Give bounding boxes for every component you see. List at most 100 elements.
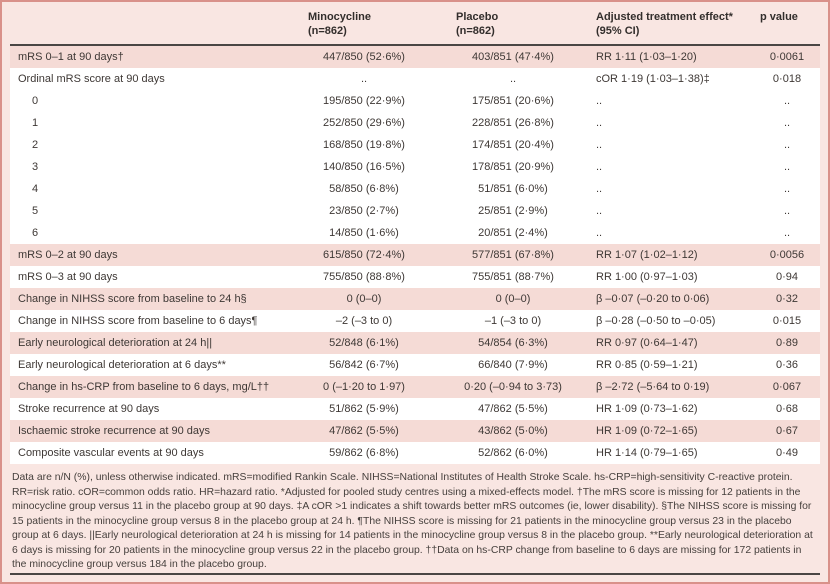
cell-effect: β –0·28 (–0·50 to –0·05) [596, 315, 716, 327]
cell-minocycline: 615/850 (72·4%) [323, 249, 405, 261]
cell-effect: .. [596, 139, 603, 151]
cell-minocycline: 52/848 (6·1%) [329, 337, 399, 349]
header-minocycline-line2: (n=862) [308, 25, 347, 37]
header-rule [10, 44, 820, 46]
cell-effect: .. [596, 117, 603, 129]
cell-p: 0·89 [775, 337, 799, 349]
cell-label: mRS 0–1 at 90 days† [18, 51, 124, 63]
cell-placebo: 47/862 (5·5%) [478, 403, 548, 415]
cell-placebo: .. [509, 73, 517, 85]
cell-label: Early neurological deterioration at 24 h… [18, 337, 213, 349]
cell-minocycline: 195/850 (22·9%) [323, 95, 405, 107]
cell-effect: RR 1·07 (1·02–1·12) [596, 249, 698, 261]
cell-label: 1 [32, 117, 39, 129]
cell-p: 0·32 [775, 293, 799, 305]
header-placebo-line1: Placebo [456, 11, 499, 23]
table-row: Change in NIHSS score from baseline to 6… [10, 310, 820, 332]
cell-placebo: 174/851 (20·4%) [472, 139, 554, 151]
cell-minocycline: 59/862 (6·8%) [329, 447, 399, 459]
cell-p: 0·0056 [769, 249, 805, 261]
cell-minocycline: 755/850 (88·8%) [323, 271, 405, 283]
cell-p: 0·67 [775, 425, 799, 437]
header-minocycline-line1: Minocycline [308, 11, 371, 23]
cell-label: 4 [32, 183, 39, 195]
cell-placebo: 577/851 (67·8%) [472, 249, 554, 261]
cell-label: 6 [32, 227, 39, 239]
cell-placebo: –1 (–3 to 0) [484, 315, 542, 327]
cell-minocycline: 56/842 (6·7%) [329, 359, 399, 371]
cell-label: Ischaemic stroke recurrence at 90 days [18, 425, 210, 437]
cell-p: .. [783, 161, 791, 173]
cell-p: .. [783, 139, 791, 151]
cell-p: .. [783, 95, 791, 107]
header-empty [10, 10, 290, 38]
cell-minocycline: 0 (0–0) [346, 293, 382, 305]
cell-p: 0·94 [775, 271, 799, 283]
header-effect-line1: Adjusted treatment effect* [596, 11, 733, 23]
cell-effect: RR 0·97 (0·64–1·47) [596, 337, 698, 349]
header-effect: Adjusted treatment effect* (95% CI) [588, 10, 754, 38]
cell-label: 5 [32, 205, 39, 217]
cell-minocycline: 51/862 (5·9%) [329, 403, 399, 415]
cell-placebo: 755/851 (88·7%) [472, 271, 554, 283]
cell-p: .. [783, 117, 791, 129]
cell-effect: HR 1·14 (0·79–1·65) [596, 447, 698, 459]
cell-minocycline: 252/850 (29·6%) [323, 117, 405, 129]
header-placebo: Placebo (n=862) [438, 10, 588, 38]
table-row: Ischaemic stroke recurrence at 90 days 47… [10, 420, 820, 442]
cell-placebo: 403/851 (47·4%) [472, 51, 554, 63]
table-row: Composite vascular events at 90 days 59/8… [10, 442, 820, 464]
table-row: 3 140/850 (16·5%) 178/851 (20·9%).... [10, 156, 820, 178]
cell-placebo: 52/862 (6·0%) [478, 447, 548, 459]
cell-p: .. [783, 227, 791, 239]
cell-placebo: 0·20 (–0·94 to 3·73) [464, 381, 562, 393]
cell-p: 0·018 [772, 73, 802, 85]
cell-minocycline: 447/850 (52·6%) [323, 51, 405, 63]
table-row: Change in hs-CRP from baseline to 6 days… [10, 376, 820, 398]
cell-placebo: 20/851 (2·4%) [478, 227, 548, 239]
cell-label: Change in NIHSS score from baseline to 6… [18, 315, 258, 327]
cell-effect: .. [596, 161, 603, 173]
cell-effect: β –0·07 (–0·20 to 0·06) [596, 293, 710, 305]
cell-effect: β –2·72 (–5·64 to 0·19) [596, 381, 710, 393]
table-body: mRS 0–1 at 90 days† 447/850 (52·6%) 403/85… [2, 46, 828, 464]
cell-placebo: 66/840 (7·9%) [478, 359, 548, 371]
header-placebo-line2: (n=862) [456, 25, 495, 37]
cell-label: Change in NIHSS score from baseline to 2… [18, 293, 247, 305]
cell-label: 2 [32, 139, 39, 151]
cell-label: Composite vascular events at 90 days [18, 447, 204, 459]
cell-p: .. [783, 183, 791, 195]
cell-effect: RR 0·85 (0·59–1·21) [596, 359, 698, 371]
cell-p: 0·015 [772, 315, 802, 327]
cell-label: Early neurological deterioration at 6 da… [18, 359, 226, 371]
cell-minocycline: 140/850 (16·5%) [323, 161, 405, 173]
table-row: 6 14/850 (1·6%) 20/851 (2·4%).... [10, 222, 820, 244]
cell-minocycline: .. [360, 73, 368, 85]
table-row: Stroke recurrence at 90 days 51/862 (5·9%… [10, 398, 820, 420]
cell-p: 0·49 [775, 447, 799, 459]
cell-label: Stroke recurrence at 90 days [18, 403, 160, 415]
table-row: 2 168/850 (19·8%) 174/851 (20·4%).... [10, 134, 820, 156]
cell-label: Ordinal mRS score at 90 days [18, 73, 165, 85]
cell-placebo: 178/851 (20·9%) [472, 161, 554, 173]
cell-label: 0 [32, 95, 39, 107]
cell-minocycline: 58/850 (6·8%) [329, 183, 399, 195]
table-row: 4 58/850 (6·8%) 51/851 (6·0%).... [10, 178, 820, 200]
bottom-rule [10, 573, 820, 575]
cell-p: 0·067 [772, 381, 802, 393]
cell-effect: HR 1·09 (0·73–1·62) [596, 403, 698, 415]
table-header-row: Minocycline (n=862) Placebo (n=862) Adju… [2, 2, 828, 38]
cell-placebo: 43/862 (5·0%) [478, 425, 548, 437]
cell-effect: RR 1·11 (1·03–1·20) [596, 51, 697, 63]
header-effect-line2: (95% CI) [596, 25, 640, 37]
cell-p: 0·36 [775, 359, 799, 371]
table-row: mRS 0–2 at 90 days 615/850 (72·4%) 577/851… [10, 244, 820, 266]
cell-placebo: 0 (0–0) [495, 293, 531, 305]
table-row: mRS 0–1 at 90 days† 447/850 (52·6%) 403/85… [10, 46, 820, 68]
cell-placebo: 54/854 (6·3%) [478, 337, 548, 349]
cell-minocycline: 23/850 (2·7%) [329, 205, 399, 217]
cell-effect: HR 1·09 (0·72–1·65) [596, 425, 698, 437]
table-row: 0 195/850 (22·9%) 175/851 (20·6%).... [10, 90, 820, 112]
cell-label: mRS 0–3 at 90 days [18, 271, 118, 283]
